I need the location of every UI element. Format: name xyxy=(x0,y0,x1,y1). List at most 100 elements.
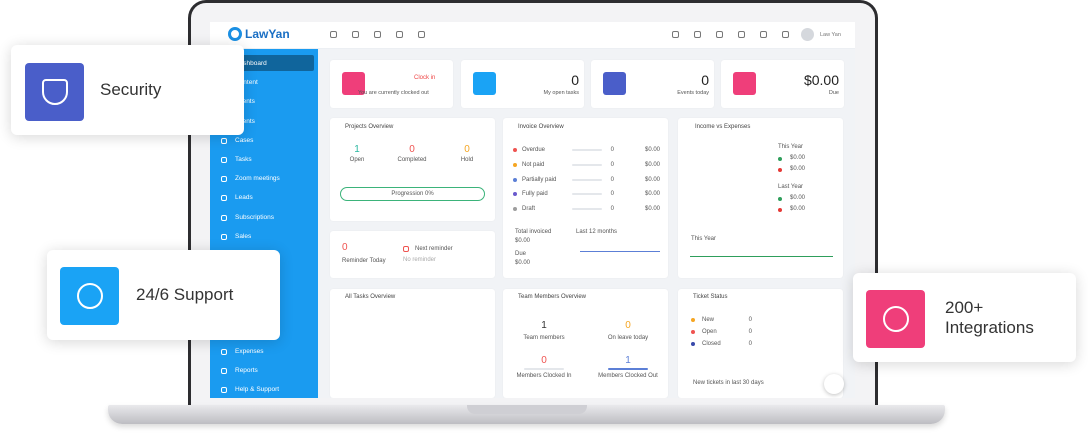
stat-value: $0.00 xyxy=(803,72,839,88)
team-bar xyxy=(608,368,648,370)
feature-icon xyxy=(25,63,84,121)
sidebar-item[interactable]: Sales xyxy=(235,232,252,240)
ticket-dot xyxy=(691,318,695,322)
status-dot xyxy=(513,207,517,212)
income-card xyxy=(678,118,843,278)
project-value: 0 xyxy=(409,144,415,155)
invoice-line xyxy=(580,251,660,252)
laptop-notch xyxy=(467,405,587,414)
header-icon[interactable] xyxy=(716,31,723,38)
progress: Progression 0% xyxy=(340,187,485,201)
header-icon[interactable] xyxy=(396,31,403,38)
ticket-label: Closed xyxy=(702,341,721,347)
ticket-count: 0 xyxy=(748,329,752,335)
project-value: 0 xyxy=(464,144,470,155)
total-label: Total invoiced xyxy=(515,229,552,235)
sidebar-item[interactable]: Events xyxy=(235,117,255,125)
chart-label: This Year xyxy=(691,236,717,242)
clock-in[interactable]: Clock in xyxy=(414,75,436,81)
invoice-bar xyxy=(572,149,602,151)
header-icon[interactable] xyxy=(330,31,337,38)
ticket-label: Open xyxy=(702,329,717,335)
sidebar-icon[interactable] xyxy=(221,176,227,183)
sidebar-item[interactable]: Zoom meetings xyxy=(235,175,280,183)
icon-glyph xyxy=(41,79,68,105)
stat-label: My open tasks xyxy=(543,90,579,96)
income-value: $0.00 xyxy=(790,166,806,172)
team-label: Members Clocked Out xyxy=(598,373,658,379)
team-bar xyxy=(524,368,564,370)
invoice-label: Not paid xyxy=(522,161,545,168)
sidebar-icon[interactable] xyxy=(221,387,227,394)
sidebar-item[interactable]: Content xyxy=(235,79,258,87)
header-icon[interactable] xyxy=(738,31,745,38)
chat-button[interactable] xyxy=(824,374,844,394)
this-year: This Year xyxy=(778,144,804,150)
logo: LawYan xyxy=(245,27,290,41)
sidebar-icon[interactable] xyxy=(221,349,227,355)
team-title: Team Members Overview xyxy=(518,294,587,300)
user-name[interactable]: Law Yan xyxy=(820,32,841,38)
avatar[interactable] xyxy=(801,28,814,41)
sidebar-item[interactable]: Clients xyxy=(235,98,255,106)
project-label: Hold xyxy=(460,157,474,163)
stat-icon xyxy=(473,72,496,95)
sidebar-icon[interactable] xyxy=(221,368,227,375)
tickets-footer: New tickets in last 30 days xyxy=(693,380,764,386)
invoice-card xyxy=(503,118,668,278)
header-icon[interactable] xyxy=(418,31,425,38)
status-dot xyxy=(513,148,517,152)
team-value: 0 xyxy=(541,355,547,366)
sidebar-item[interactable]: Subscriptions xyxy=(235,213,275,221)
income-value: $0.00 xyxy=(790,155,806,161)
logo-icon xyxy=(228,27,242,41)
team-value: 0 xyxy=(625,320,631,331)
legend-dot xyxy=(778,157,782,161)
invoice-bar xyxy=(572,193,602,196)
invoice-label: Overdue xyxy=(522,147,546,153)
total-value: $0.00 xyxy=(515,238,531,244)
stat-value: 0 xyxy=(571,72,579,88)
sidebar-item[interactable]: Reports xyxy=(235,367,258,375)
sidebar-item[interactable]: Help & Support xyxy=(235,386,280,394)
stat-icon xyxy=(603,72,626,95)
sidebar-icon[interactable] xyxy=(221,137,227,144)
invoice-count: 0 xyxy=(610,176,614,183)
sidebar-item[interactable]: Tasks xyxy=(235,156,252,163)
income-value: $0.00 xyxy=(790,195,806,201)
team-label: Team members xyxy=(523,335,565,341)
tasks-card xyxy=(330,289,495,398)
income-value: $0.00 xyxy=(790,206,806,212)
laptop-base xyxy=(108,405,945,424)
reminder-next: Next reminder xyxy=(415,246,453,252)
header-icon[interactable] xyxy=(352,31,359,38)
feature-icon xyxy=(60,267,119,325)
header-icon[interactable] xyxy=(760,31,767,38)
reminder-card xyxy=(330,231,495,278)
invoice-count: 0 xyxy=(610,206,614,213)
header-icon[interactable] xyxy=(694,31,701,38)
sidebar-icon[interactable] xyxy=(221,214,227,221)
sidebar-item[interactable]: Leads xyxy=(235,194,253,202)
invoice-label: Partially paid xyxy=(522,176,557,183)
sidebar-item[interactable]: Dashboard xyxy=(235,60,267,67)
sidebar-icon[interactable] xyxy=(221,233,227,240)
status-dot xyxy=(513,192,517,197)
sidebar-icon[interactable] xyxy=(221,157,227,163)
icon-glyph xyxy=(882,306,909,332)
sidebar-icon[interactable] xyxy=(221,195,227,202)
sidebar-item[interactable]: Cases xyxy=(235,136,254,144)
header xyxy=(210,22,855,49)
tickets-title: Ticket Status xyxy=(693,294,728,300)
header-icon[interactable] xyxy=(374,31,381,38)
header-icon[interactable] xyxy=(782,31,789,38)
invoice-bar xyxy=(572,208,602,211)
header-icon[interactable] xyxy=(672,31,679,38)
due-label: Due xyxy=(515,251,527,257)
stat-icon xyxy=(733,72,756,95)
status-dot xyxy=(513,177,517,182)
legend-dot xyxy=(778,168,782,172)
feature-icon xyxy=(866,290,925,348)
sidebar-item[interactable]: Expenses xyxy=(235,348,264,355)
